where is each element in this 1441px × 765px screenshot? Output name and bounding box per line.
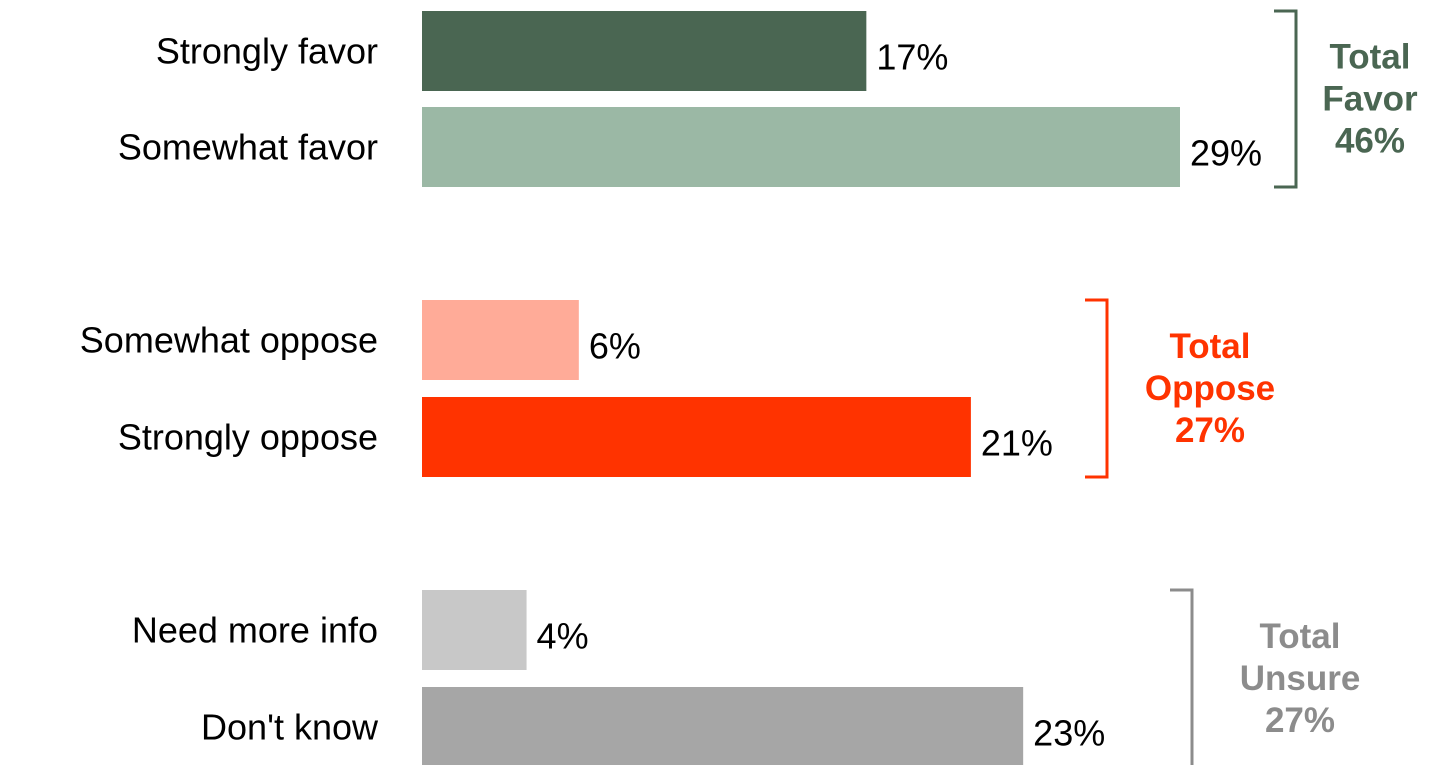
group-label-favor-line-3: 46% [1335, 122, 1405, 161]
group-label-unsure-line-1: Total [1259, 617, 1340, 656]
groups-layer: TotalFavor46%TotalOppose27%TotalUnsure27… [1085, 9, 1418, 765]
group-label-oppose-line-1: Total [1169, 327, 1250, 366]
group-label-favor-line-1: Total [1329, 38, 1410, 77]
bar-don-t-know [422, 687, 1024, 765]
category-label-strongly-favor: Strongly favor [156, 31, 378, 72]
bar-somewhat-favor [422, 107, 1180, 187]
value-label-strongly-favor: 17% [876, 37, 948, 78]
group-label-favor-line-2: Favor [1322, 80, 1418, 119]
bar-need-more-info [422, 590, 527, 670]
category-label-somewhat-favor: Somewhat favor [118, 127, 378, 168]
group-label-unsure-line-3: 27% [1265, 701, 1335, 740]
bracket-oppose [1085, 298, 1109, 479]
value-label-strongly-oppose: 21% [981, 423, 1053, 464]
bars-layer: Strongly favor 17% Somewhat favor 29% Somewh… [80, 11, 1262, 765]
category-label-somewhat-oppose: Somewhat oppose [80, 320, 378, 361]
bracket-favor [1274, 9, 1298, 189]
bracket-unsure [1170, 588, 1194, 765]
category-label-need-more-info: Need more info [132, 610, 378, 651]
group-label-unsure-line-2: Unsure [1240, 659, 1361, 698]
group-label-oppose-line-3: 27% [1175, 411, 1245, 450]
bar-somewhat-oppose [422, 300, 579, 380]
bar-strongly-favor [422, 11, 867, 91]
value-label-need-more-info: 4% [537, 616, 589, 657]
bar-strongly-oppose [422, 397, 971, 477]
value-label-somewhat-favor: 29% [1190, 133, 1262, 174]
category-label-don-t-know: Don't know [201, 707, 379, 748]
group-label-oppose-line-2: Oppose [1145, 369, 1275, 408]
value-label-somewhat-oppose: 6% [589, 326, 641, 367]
value-label-don-t-know: 23% [1033, 713, 1105, 754]
category-label-strongly-oppose: Strongly oppose [118, 417, 378, 458]
